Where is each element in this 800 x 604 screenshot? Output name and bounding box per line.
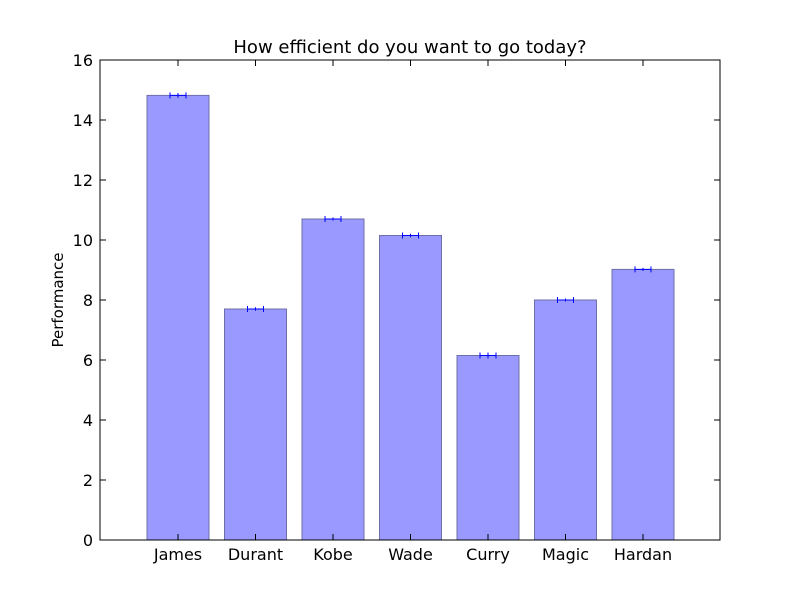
error-bars-layer: [169, 92, 652, 359]
bar-james: [146, 94, 210, 541]
error-bar-kobe: [324, 216, 342, 222]
bars-layer: [146, 94, 675, 541]
bar-wade: [379, 235, 442, 541]
y-tick-label: 8: [83, 291, 93, 310]
y-axis-label: Performance: [49, 252, 67, 347]
error-bar-magic: [557, 297, 574, 303]
bar-magic: [534, 299, 597, 541]
error-bar-james: [169, 92, 187, 99]
chart-title: How efficient do you want to go today?: [233, 37, 586, 58]
x-tick-label-magic: Magic: [542, 545, 589, 564]
error-bar-hardan: [634, 266, 652, 273]
x-tick-label-curry: Curry: [466, 545, 510, 564]
x-tick-label-wade: Wade: [388, 545, 433, 564]
x-axis-ticks: James Durant Kobe Wade Curry Magic Hardan: [153, 60, 672, 564]
error-bar-curry: [479, 352, 497, 359]
bar-kobe: [301, 218, 365, 541]
bar-durant: [224, 308, 287, 541]
y-tick-label: 2: [83, 471, 93, 490]
y-tick-label: 12: [73, 171, 93, 190]
y-tick-label: 4: [83, 411, 93, 430]
bar-curry: [456, 355, 520, 541]
bar-hardan: [611, 268, 675, 541]
x-tick-label-hardan: Hardan: [614, 545, 672, 564]
y-tick-label: 0: [83, 531, 93, 550]
y-tick-label: 6: [83, 351, 93, 370]
error-bar-wade: [402, 232, 419, 239]
error-bar-durant: [247, 306, 264, 312]
x-tick-label-durant: Durant: [228, 545, 283, 564]
y-axis-ticks: 0 2 4 6 8 10 12 14 16: [73, 51, 720, 550]
x-tick-label-james: James: [153, 545, 202, 564]
y-tick-label: 10: [73, 231, 93, 250]
y-tick-label: 14: [73, 111, 93, 130]
x-tick-label-kobe: Kobe: [313, 545, 352, 564]
y-tick-label: 16: [73, 51, 93, 70]
